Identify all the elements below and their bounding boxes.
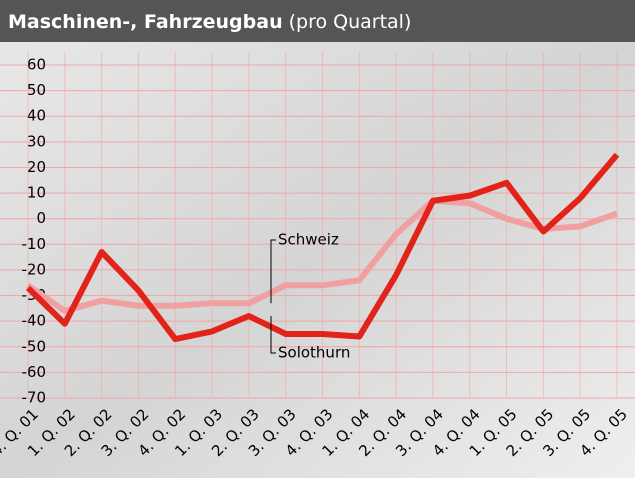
y-tick-label: -70 [22,389,47,407]
label-leader [270,239,276,304]
y-tick-label: -20 [22,260,47,278]
y-tick-label: -40 [22,312,47,330]
y-tick-label: 30 [27,132,46,150]
y-tick-label: 60 [27,56,46,74]
series-label: Schweiz [278,231,339,249]
series-line [25,152,620,343]
label-leader [270,316,276,354]
y-tick-label: -10 [22,235,47,253]
chart-title-group: Maschinen-, Fahrzeugbau (pro Quartal) [8,11,411,33]
series-label: Solothurn [278,344,350,362]
y-tick-label: -50 [22,337,47,355]
y-tick-label: 0 [36,209,46,227]
y-tick-label: 40 [27,107,46,125]
y-tick-label: 10 [27,184,46,202]
series-line [26,197,618,314]
y-tick-label: 20 [27,158,46,176]
y-tick-label: -60 [22,363,47,381]
title-bar [0,0,635,42]
chart-title: Maschinen-, Fahrzeugbau [8,11,283,33]
chart-subtitle: (pro Quartal) [289,11,412,33]
y-tick-label: 50 [27,81,46,99]
